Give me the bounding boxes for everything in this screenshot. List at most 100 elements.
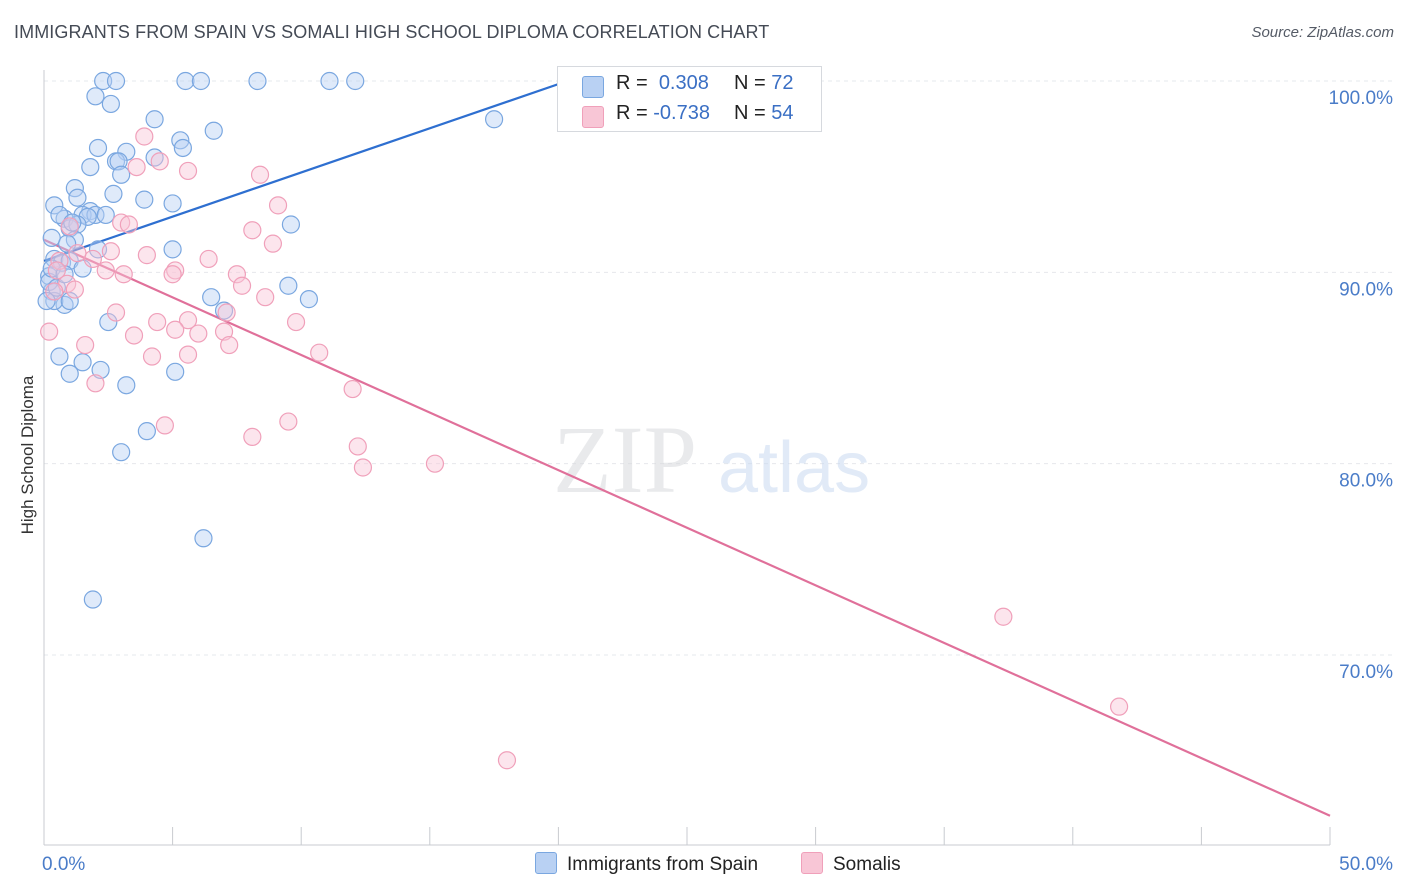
somalis-point-18 [114, 265, 133, 284]
spain-trendline [43, 74, 585, 262]
legend-r-somalis: R = -0.738 [616, 102, 710, 124]
spain-point-7 [86, 87, 105, 106]
somalis-point-44 [279, 412, 298, 431]
spain-point-63 [83, 590, 102, 609]
somalis-point-51 [497, 751, 517, 770]
somalis-point-40 [142, 347, 162, 366]
spain-point-2 [176, 71, 195, 91]
spain-point-53 [99, 312, 118, 332]
somalis-point-1 [150, 152, 169, 171]
somalis-point-20 [227, 265, 246, 284]
source-credit: Source: ZipAtlas.com [1251, 24, 1394, 41]
spain-point-3 [191, 71, 210, 91]
spain-point-4 [248, 71, 267, 91]
spain-point-0 [94, 71, 113, 91]
somalis-point-28 [148, 312, 167, 332]
spain-point-49 [45, 291, 64, 311]
spain-point-5 [320, 71, 339, 91]
spain-point-24 [135, 190, 154, 209]
somalis-point-4 [250, 165, 270, 184]
spain-point-9 [145, 110, 164, 129]
watermark-atlas: atlas [718, 428, 870, 508]
somalis-point-25 [45, 282, 64, 301]
spain-point-10 [485, 110, 504, 129]
somalis-point-19 [163, 265, 182, 284]
somalis-point-2 [127, 158, 146, 177]
series-name-somalis: Somalis [833, 854, 901, 875]
spain-point-1 [106, 71, 126, 91]
x-tick-label-min: 0.0% [42, 854, 85, 875]
somalis-point-35 [40, 322, 59, 341]
spain-point-32 [281, 215, 301, 234]
watermark-zip: ZIP [553, 406, 697, 513]
chart-title: IMMIGRANTS FROM SPAIN VS SOMALI HIGH SCH… [14, 22, 770, 42]
gridlines [44, 80, 1392, 656]
somalis-point-3 [178, 161, 198, 181]
trendlines [43, 74, 1331, 817]
spain-point-22 [104, 184, 123, 203]
somalis-point-48 [425, 454, 445, 473]
spain-point-59 [117, 376, 136, 395]
spain-point-58 [91, 360, 110, 380]
legend-n-spain: N = 72 [734, 72, 794, 94]
somalis-point-46 [348, 437, 367, 456]
axes [43, 70, 1331, 846]
series-legend-spain: Immigrants from Spain [535, 852, 758, 876]
series-legend-somalis: Somalis [801, 852, 901, 876]
legend-n-somalis: N = 54 [734, 102, 794, 124]
spain-point-35 [42, 228, 61, 247]
somalis-point-36 [76, 335, 95, 355]
somalis-point-8 [243, 221, 262, 240]
spain-point-46 [202, 288, 221, 307]
series-name-spain: Immigrants from Spain [567, 854, 759, 875]
data-points [37, 71, 1129, 770]
somalis-point-16 [96, 261, 115, 280]
somalis-point-27 [217, 303, 236, 322]
spain-point-8 [101, 94, 120, 114]
somalis-point-34 [124, 326, 144, 345]
spain-point-18 [109, 152, 128, 171]
y-tick-label-80: 80.0% [1339, 471, 1393, 492]
spain-point-19 [81, 158, 100, 177]
spain-point-62 [194, 529, 213, 548]
somalis-point-23 [232, 276, 252, 295]
somalis-point-22 [65, 280, 84, 299]
somalis-point-5 [268, 196, 288, 215]
spain-point-44 [279, 276, 298, 295]
somalis-point-26 [106, 303, 126, 322]
somalis-point-12 [199, 249, 218, 269]
legend-swatch-blue [582, 76, 604, 98]
series-swatch-somalis [801, 852, 823, 874]
somalis-point-43 [155, 416, 174, 435]
spain-point-25 [163, 194, 182, 213]
spain-point-11 [204, 121, 223, 140]
spain-point-47 [299, 290, 319, 309]
somalis-point-50 [1109, 697, 1129, 716]
spain-point-56 [166, 362, 185, 381]
somalis-point-32 [189, 324, 208, 343]
x-tick-label-max: 50.0% [1339, 854, 1393, 875]
tick-labels: 70.0% 80.0% 90.0% 100.0% 0.0% 50.0% [42, 88, 1393, 875]
somalis-point-38 [310, 343, 329, 362]
series-swatch-spain [535, 852, 557, 874]
y-tick-label-100: 100.0% [1329, 88, 1394, 109]
legend-r-spain: R = 0.308 [616, 72, 709, 94]
y-tick-label-70: 70.0% [1339, 662, 1393, 683]
somalis-point-39 [178, 345, 198, 364]
somalis-point-7 [119, 215, 138, 234]
spain-point-71 [96, 205, 115, 225]
somalis-point-37 [220, 335, 239, 355]
somalis-point-33 [214, 322, 234, 341]
y-tick-label-90: 90.0% [1339, 279, 1393, 300]
somalis-point-41 [86, 374, 105, 393]
spain-point-57 [60, 364, 79, 383]
watermark: ZIP atlas [553, 406, 870, 513]
spain-point-6 [346, 71, 365, 91]
somalis-point-47 [353, 458, 373, 477]
somalis-point-9 [263, 234, 283, 253]
somalis-point-11 [137, 246, 156, 265]
spain-point-52 [214, 301, 234, 320]
somalis-point-30 [286, 312, 306, 332]
somalis-point-24 [256, 288, 275, 307]
